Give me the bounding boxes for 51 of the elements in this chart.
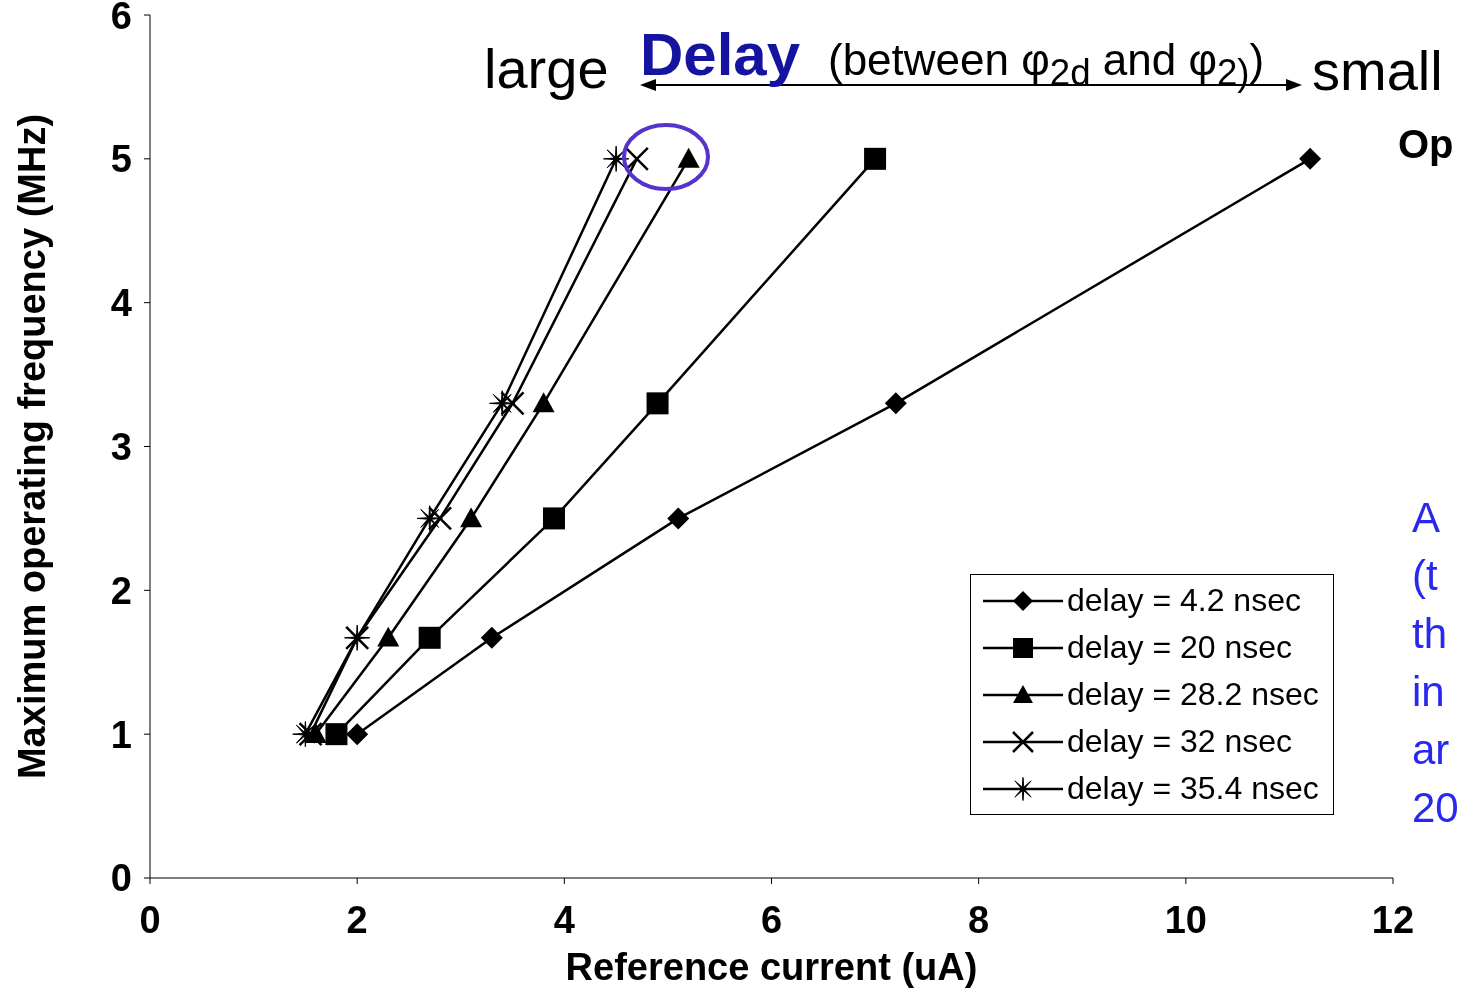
text: Op [1398, 122, 1454, 166]
point [346, 723, 369, 746]
x-tick-label: 2 [346, 898, 368, 941]
annotation: Delay [640, 21, 801, 88]
point [667, 507, 690, 530]
point [532, 392, 555, 413]
annotation: small [1312, 39, 1443, 102]
point [624, 146, 650, 172]
annotation: large [484, 37, 609, 100]
legend-label: delay = 4.2 nsec [1067, 582, 1301, 619]
text: ar [1412, 726, 1450, 774]
x-tick-label: 8 [968, 898, 990, 941]
point [677, 147, 700, 168]
x-tick-label: 10 [1164, 898, 1207, 941]
point [325, 723, 348, 746]
y-axis-title: Maximum operating frequency (MHz) [11, 113, 54, 780]
point [602, 145, 630, 172]
x-axis-title: Reference current (uA) [565, 946, 978, 988]
point [377, 626, 400, 647]
y-tick-label: 6 [110, 0, 132, 37]
point [1299, 147, 1322, 170]
point [418, 626, 441, 649]
legend-label: delay = 32 nsec [1067, 723, 1293, 760]
point [480, 626, 503, 649]
text: A [1412, 494, 1441, 542]
text: 20 [1412, 784, 1459, 832]
point [864, 147, 887, 170]
point [646, 392, 669, 415]
point [542, 507, 565, 530]
y-tick-label: 4 [110, 282, 132, 325]
text: th [1412, 610, 1448, 658]
point [489, 390, 516, 417]
y-tick-label: 0 [110, 857, 132, 900]
x-tick-label: 6 [760, 898, 783, 941]
point [500, 391, 525, 416]
legend-label: delay = 20 nsec [1067, 629, 1293, 666]
x-tick-label: 12 [1371, 898, 1415, 941]
legend-label: delay = 28.2 nsec [1067, 676, 1319, 713]
text: in [1412, 668, 1445, 716]
point [427, 506, 453, 531]
y-tick-label: 5 [110, 138, 132, 181]
point [416, 505, 443, 532]
y-tick-label: 2 [110, 569, 132, 612]
x-tick-label: 4 [553, 898, 575, 941]
y-tick-label: 3 [110, 425, 132, 468]
point [460, 507, 483, 528]
x-tick-label: 0 [139, 898, 161, 941]
text: (t [1412, 552, 1438, 600]
point [884, 392, 907, 415]
y-tick-label: 1 [110, 713, 132, 756]
legend-label: delay = 35.4 nsec [1067, 770, 1319, 807]
